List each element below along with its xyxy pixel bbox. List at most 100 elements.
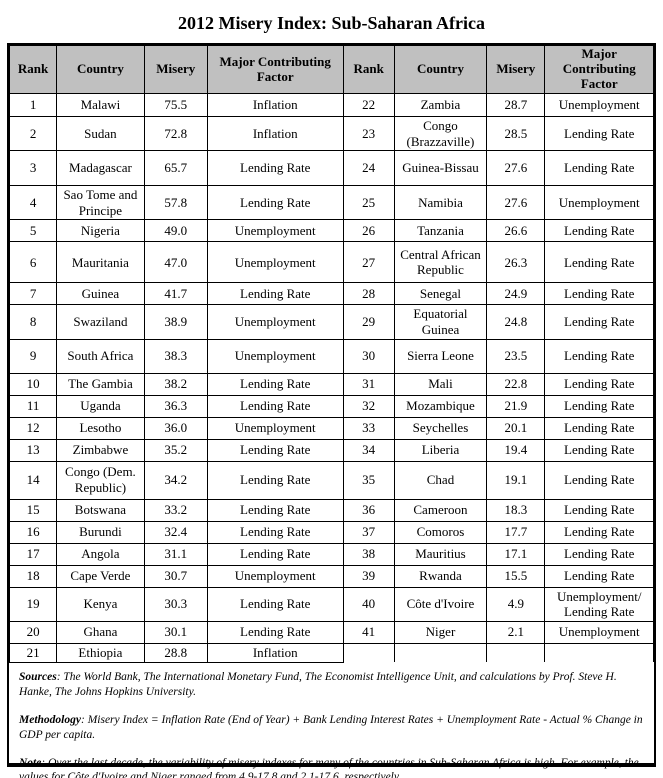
table-row: 15 Botswana 33.2 Lending Rate 36 Cameroon 18.3… xyxy=(8,498,654,522)
left-country-cell: South Africa xyxy=(56,338,145,374)
right-misery-cell: 22.8 xyxy=(486,372,546,396)
left-misery-cell: 32.4 xyxy=(143,520,208,544)
left-factor-cell: Inflation xyxy=(206,93,344,117)
left-misery-cell: 38.2 xyxy=(143,372,208,396)
left-misery-cell: 28.8 xyxy=(143,642,208,663)
methodology-text: : Misery Index = Inflation Rate (End of … xyxy=(19,713,643,741)
left-misery-cell: 72.8 xyxy=(143,115,208,152)
right-misery-cell: 23.5 xyxy=(486,338,546,374)
header-country-left: Country xyxy=(56,45,145,94)
left-country-cell: Madagascar xyxy=(56,150,145,187)
left-country-cell: The Gambia xyxy=(56,372,145,396)
right-country-cell: Chad xyxy=(393,460,488,500)
right-misery-cell: 26.6 xyxy=(486,219,546,243)
table-row: 17 Angola 31.1 Lending Rate 38 Mauritius 17.1 L… xyxy=(8,542,654,566)
left-country-cell: Guinea xyxy=(56,282,145,306)
left-misery-cell: 36.0 xyxy=(143,416,208,440)
left-country-cell: Burundi xyxy=(56,520,145,544)
note-text: : Over the last decade, the variability … xyxy=(19,756,639,778)
header-country-right: Country xyxy=(393,45,488,94)
left-country-cell: Lesotho xyxy=(56,416,145,440)
right-misery-cell: 28.7 xyxy=(486,93,546,117)
right-rank-cell: 33 xyxy=(342,416,395,440)
right-country-cell: Central African Republic xyxy=(393,241,488,284)
right-misery-cell: 2.1 xyxy=(486,620,546,644)
right-rank-cell: 40 xyxy=(342,586,395,622)
right-misery-cell: 21.9 xyxy=(486,394,546,418)
right-rank-cell: 32 xyxy=(342,394,395,418)
left-rank-cell: 9 xyxy=(8,338,58,374)
right-misery-cell: 19.1 xyxy=(486,460,546,500)
right-factor-cell: Lending Rate xyxy=(544,520,654,544)
right-misery-cell: 28.5 xyxy=(486,115,546,152)
table-row: 6 Mauritania 47.0 Unemployment 27 Central Afr… xyxy=(8,241,654,284)
left-country-cell: Nigeria xyxy=(56,219,145,243)
right-rank-cell: 23 xyxy=(342,115,395,152)
left-factor-cell: Lending Rate xyxy=(206,372,344,396)
right-rank-cell: 26 xyxy=(342,219,395,243)
right-rank-cell: 41 xyxy=(342,620,395,644)
right-factor-cell: Lending Rate xyxy=(544,564,654,588)
left-misery-cell: 31.1 xyxy=(143,542,208,566)
right-country-cell: Sierra Leone xyxy=(393,338,488,374)
left-rank-cell: 14 xyxy=(8,460,58,500)
left-rank-cell: 20 xyxy=(8,620,58,644)
note-label: Note xyxy=(19,756,42,769)
table-row: 2 Sudan 72.8 Inflation 23 Congo (Brazzaville)… xyxy=(8,115,654,152)
left-misery-cell: 34.2 xyxy=(143,460,208,500)
right-rank-cell: 22 xyxy=(342,93,395,117)
right-factor-cell: Lending Rate xyxy=(544,282,654,306)
left-factor-cell: Unemployment xyxy=(206,338,344,374)
left-rank-cell: 21 xyxy=(8,642,58,663)
sources-note: Sources: The World Bank, The Internation… xyxy=(19,670,644,700)
left-country-cell: Ethiopia xyxy=(56,642,145,663)
left-rank-cell: 3 xyxy=(8,150,58,187)
right-country-cell: Rwanda xyxy=(393,564,488,588)
left-misery-cell: 47.0 xyxy=(143,241,208,284)
table-row: 1 Malawi 75.5 Inflation 22 Zambia 28.7 Unemploy… xyxy=(8,93,654,117)
left-country-cell: Swaziland xyxy=(56,304,145,340)
right-factor-cell: Lending Rate xyxy=(544,498,654,522)
left-factor-cell: Unemployment xyxy=(206,416,344,440)
right-factor-cell: Lending Rate xyxy=(544,416,654,440)
methodology-label: Methodology xyxy=(19,713,81,726)
table-row: 9 South Africa 38.3 Unemployment 30 Sierra Le… xyxy=(8,338,654,374)
left-misery-cell: 35.2 xyxy=(143,438,208,462)
sources-label: Sources xyxy=(19,670,57,683)
right-country-cell: Liberia xyxy=(393,438,488,462)
left-rank-cell: 15 xyxy=(8,498,58,522)
left-country-cell: Angola xyxy=(56,542,145,566)
table-row: 4 Sao Tome and Principe 57.8 Lending Rate 25… xyxy=(8,185,654,221)
left-rank-cell: 8 xyxy=(8,304,58,340)
left-factor-cell: Lending Rate xyxy=(206,394,344,418)
left-country-cell: Sudan xyxy=(56,115,145,152)
left-rank-cell: 6 xyxy=(8,241,58,284)
right-misery-cell: 19.4 xyxy=(486,438,546,462)
left-country-cell: Uganda xyxy=(56,394,145,418)
left-factor-cell: Inflation xyxy=(206,115,344,152)
left-factor-cell: Unemployment xyxy=(206,564,344,588)
right-country-cell: Cameroon xyxy=(393,498,488,522)
report-frame: Rank Country Misery Major Contributing F… xyxy=(7,43,656,778)
right-rank-cell: 34 xyxy=(342,438,395,462)
table-row: 7 Guinea 41.7 Lending Rate 28 Senegal 24.9 Lend… xyxy=(8,282,654,306)
left-country-cell: Mauritania xyxy=(56,241,145,284)
right-rank-cell: 31 xyxy=(342,372,395,396)
left-country-cell: Congo (Dem. Republic) xyxy=(56,460,145,500)
left-country-cell: Kenya xyxy=(56,586,145,622)
table-row: 3 Madagascar 65.7 Lending Rate 24 Guinea-Biss… xyxy=(8,150,654,187)
right-factor-cell: Lending Rate xyxy=(544,219,654,243)
page-title: 2012 Misery Index: Sub-Saharan Africa xyxy=(177,13,485,33)
right-country-cell: Côte d'Ivoire xyxy=(393,586,488,622)
right-country-cell: Guinea-Bissau xyxy=(393,150,488,187)
right-misery-cell: 26.3 xyxy=(486,241,546,284)
right-country-cell: Senegal xyxy=(393,282,488,306)
header-factor-right: Major Contributing Factor xyxy=(544,45,654,94)
left-rank-cell: 11 xyxy=(8,394,58,418)
right-rank-cell: 28 xyxy=(342,282,395,306)
right-country-cell: Niger xyxy=(393,620,488,644)
table-row: 13 Zimbabwe 35.2 Lending Rate 34 Liberia 19.4 L… xyxy=(8,438,654,462)
left-rank-cell: 4 xyxy=(8,185,58,221)
notes-section: Sources: The World Bank, The Internation… xyxy=(9,663,654,778)
